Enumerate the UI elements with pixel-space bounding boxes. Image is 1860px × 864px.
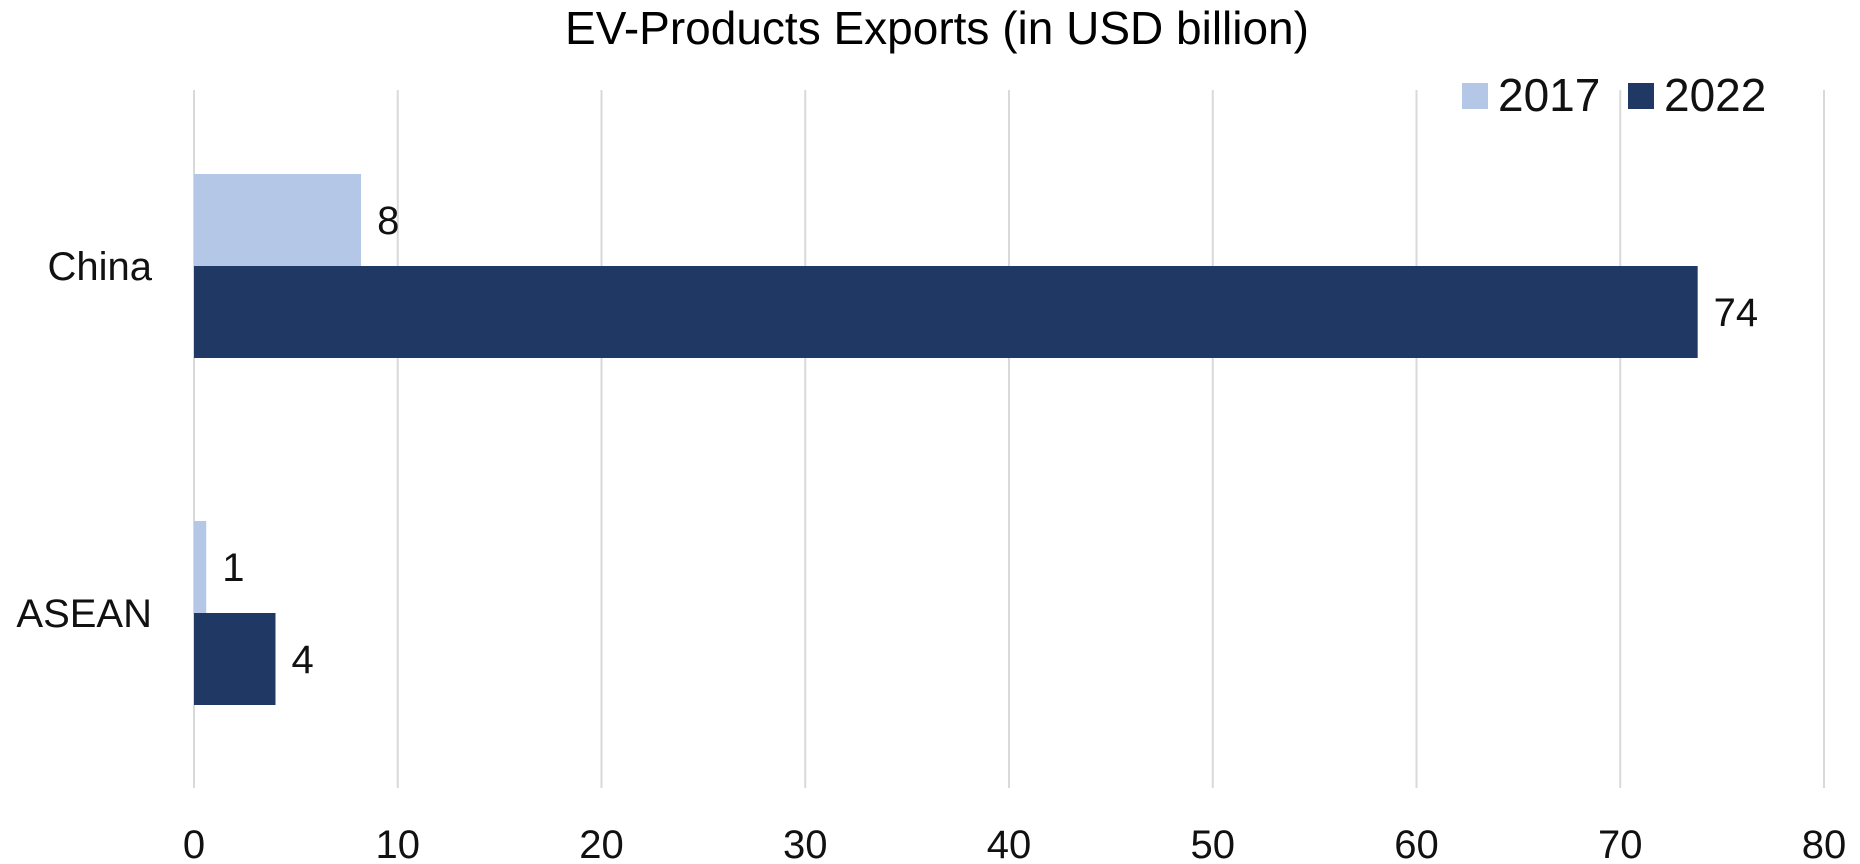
data-label-china-2022: 74 <box>1714 291 1759 335</box>
data-label-china-2017: 8 <box>377 199 399 243</box>
x-axis-ticks: 0 10 20 30 40 50 60 70 80 <box>183 823 1846 864</box>
data-labels: 8 1 74 4 <box>222 199 1758 682</box>
legend-label-2017: 2017 <box>1498 69 1600 121</box>
bar-asean-2022 <box>194 613 276 705</box>
category-label-asean: ASEAN <box>16 592 152 636</box>
x-tick-label-70: 70 <box>1598 823 1643 864</box>
legend: 2017 2022 <box>1462 69 1766 121</box>
data-label-asean-2017: 1 <box>222 546 244 590</box>
bar-asean-2017 <box>194 521 207 613</box>
category-labels: China ASEAN <box>16 245 152 636</box>
gridlines <box>193 90 1825 788</box>
legend-label-2022: 2022 <box>1664 69 1766 121</box>
bars <box>194 174 1698 705</box>
data-label-asean-2022: 4 <box>292 638 314 682</box>
x-tick-label-10: 10 <box>376 823 421 864</box>
bar-china-2017 <box>194 174 362 266</box>
category-label-china: China <box>47 245 152 289</box>
legend-swatch-2022 <box>1628 83 1654 109</box>
chart-title: EV-Products Exports (in USD billion) <box>565 2 1309 54</box>
x-tick-label-50: 50 <box>1191 823 1236 864</box>
x-tick-label-40: 40 <box>987 823 1032 864</box>
x-tick-label-30: 30 <box>783 823 828 864</box>
bar-china-2022 <box>194 266 1698 358</box>
x-tick-label-60: 60 <box>1394 823 1439 864</box>
legend-swatch-2017 <box>1462 83 1488 109</box>
x-tick-label-20: 20 <box>579 823 624 864</box>
x-tick-label-0: 0 <box>183 823 205 864</box>
x-tick-label-80: 80 <box>1802 823 1847 864</box>
